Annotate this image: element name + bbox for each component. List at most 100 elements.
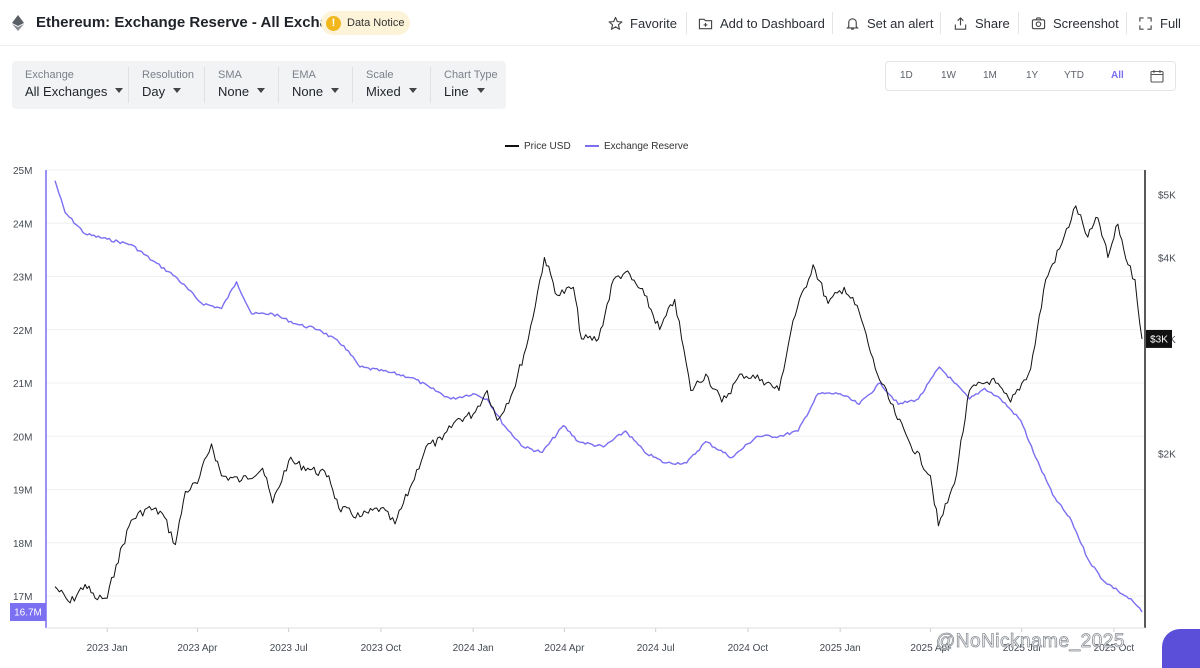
page-header: Ethereum: Exchange Reserve - All Exchang… [0,0,1200,46]
y-right-tick-label: $2K [1158,450,1176,461]
x-tick-label: 2025 Apr [910,643,951,654]
axes-layer: 25M 24M 23M 22M 21M 20M 19M 18M 17M $5K $4K $3K $2K 2… [13,166,1176,654]
caret-down-icon [408,88,417,94]
grid-layer [46,169,1145,597]
add-to-dashboard-button[interactable]: Add to Dashboard [698,13,825,33]
range-button-1m[interactable]: 1M [983,70,997,81]
x-tick-label: 2023 Jan [87,643,128,654]
x-tick-label: 2025 Oct [1094,643,1135,654]
y-left-tick-label: 19M [13,486,32,497]
x-tick-label: 2023 Oct [361,643,402,654]
y-left-tick-label: 17M [13,592,32,603]
time-range-selector: 1D 1W 1M 1Y YTD All [885,61,1176,91]
select-label: EMA [292,69,316,81]
app-badge-icon [1162,629,1200,668]
select-label: Chart Type [444,69,498,81]
legend-item-reserve[interactable]: Exchange Reserve [585,139,689,153]
series-line-exchange-reserve [54,180,1143,613]
select-value: Line [444,84,469,99]
y-left-tick-label: 20M [13,432,32,443]
resolution-select[interactable]: Resolution Day [142,61,194,109]
header-divider [686,12,687,34]
header-divider [1126,12,1127,34]
legend-swatch-reserve [585,145,599,147]
x-tick-label: 2024 Jul [637,643,675,654]
header-divider [832,12,833,34]
x-tick-label: 2024 Oct [728,643,769,654]
legend-label-price: Price USD [524,140,571,152]
data-notice-badge[interactable]: ! Data Notice [321,11,410,35]
ema-select[interactable]: EMA None [292,61,340,109]
toolbar-divider [278,67,279,103]
legend-item-price[interactable]: Price USD [505,139,571,153]
select-label: SMA [218,69,242,81]
favorite-label: Favorite [630,15,677,31]
dashboard-add-icon [698,18,713,29]
sma-select[interactable]: SMA None [218,61,266,109]
fullscreen-label: Full [1160,15,1181,31]
range-button-1d[interactable]: 1D [900,70,913,81]
caret-down-icon [257,88,266,94]
caret-down-icon [115,88,124,94]
camera-icon [1031,16,1046,29]
select-value: Mixed [366,84,401,99]
toolbar-divider [128,67,129,103]
set-alert-button[interactable]: Set an alert [845,13,934,33]
watermark-text: @NoNickname_2025 [936,631,1125,653]
share-icon [954,16,967,30]
left-value-marker-label: 16.7M [14,608,42,619]
exchange-select[interactable]: Exchange All Exchanges [25,61,124,109]
select-value: None [218,84,250,99]
y-left-tick-label: 25M [13,166,32,177]
range-button-1w[interactable]: 1W [941,70,956,81]
toolbar-divider [430,67,431,103]
add-to-dashboard-label: Add to Dashboard [720,15,825,31]
legend-label-reserve: Exchange Reserve [604,140,689,152]
caret-down-icon [331,88,340,94]
series-line-price-usd [54,205,1143,604]
select-value: Day [142,84,166,99]
calendar-icon[interactable] [1150,69,1164,83]
favorite-button[interactable]: Favorite [608,13,677,33]
x-tick-label: 2024 Jan [453,643,494,654]
share-button[interactable]: Share [953,13,1010,33]
range-button-1y[interactable]: 1Y [1026,70,1039,81]
right-value-marker-label: $3K [1150,334,1168,345]
y-right-tick-label: $5K [1158,190,1176,201]
left-value-marker-bg [10,603,46,622]
select-label: Resolution [142,69,194,81]
fullscreen-button[interactable]: Full [1138,13,1181,33]
x-tick-label: 2025 Jul [1003,643,1041,654]
select-label: Exchange [25,69,74,81]
range-button-all[interactable]: All [1111,70,1124,81]
y-left-tick-label: 22M [13,326,32,337]
chart-settings-toolbar: Exchange All Exchanges Resolution Day SM… [12,61,506,109]
y-left-tick-label: 24M [13,219,32,230]
warning-icon: ! [326,15,341,31]
toolbar-divider [204,67,205,103]
range-button-ytd[interactable]: YTD [1064,70,1084,81]
fullscreen-icon [1139,16,1152,30]
select-label: Scale [366,69,394,81]
screenshot-button[interactable]: Screenshot [1031,13,1119,33]
header-divider [940,12,941,34]
scale-select[interactable]: Scale Mixed [366,61,417,109]
bell-icon [846,17,859,30]
header-divider [1018,12,1019,34]
data-notice-label: Data Notice [347,17,405,29]
y-left-tick-label: 18M [13,539,32,550]
y-right-tick-label: $4K [1158,254,1176,265]
ethereum-icon [12,15,24,31]
x-tick-label: 2023 Apr [177,643,218,654]
marker-layer: 16.7M $3K [10,329,1172,622]
x-tick-label: 2023 Jul [270,643,308,654]
page-title: Ethereum: Exchange Reserve - All Exchang… [36,14,364,31]
share-label: Share [975,15,1010,31]
x-tick-label: 2025 Jan [820,643,861,654]
y-left-tick-label: 23M [13,273,32,284]
chart-type-select[interactable]: Chart Type Line [444,61,498,109]
set-alert-label: Set an alert [867,15,934,31]
caret-down-icon [173,88,182,94]
star-icon [608,16,623,30]
